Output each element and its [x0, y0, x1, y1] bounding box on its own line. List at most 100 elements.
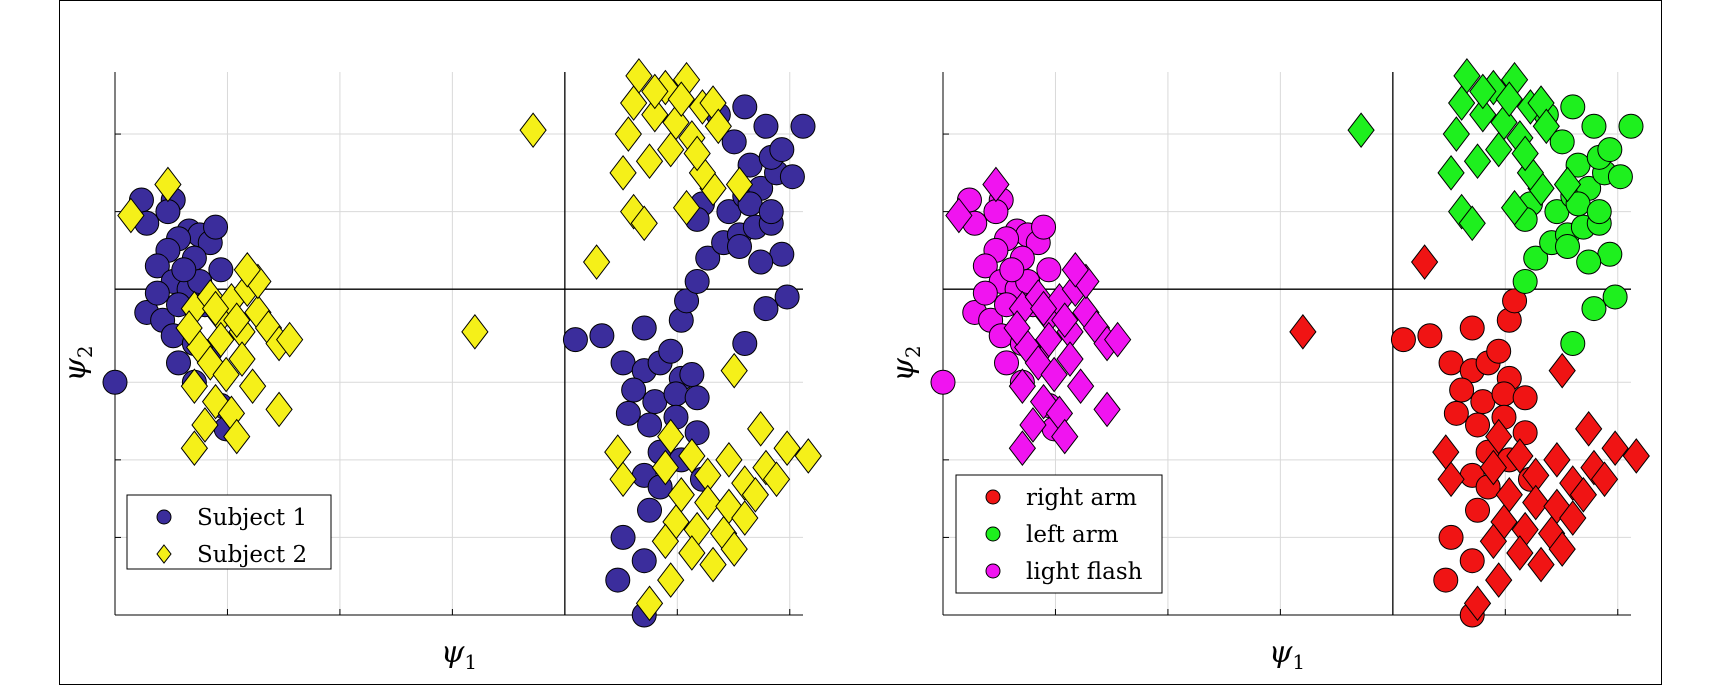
point-left-arm [1560, 331, 1586, 356]
point-left-arm [1549, 129, 1575, 155]
point-subject-1 [166, 350, 192, 376]
point-subject-2-diamond [233, 251, 261, 288]
point-subject-1 [732, 331, 758, 356]
point-left-arm [1602, 284, 1628, 310]
x-axis-label: ψ1 [1269, 635, 1305, 674]
point-subject-1 [684, 268, 710, 294]
point-subject-1 [562, 327, 588, 353]
legend-marker [985, 489, 1001, 505]
point-subject-1 [605, 567, 631, 593]
point-right_arm-diamond [1479, 449, 1508, 486]
point-left-arm [1576, 249, 1602, 275]
point-subject-2-diamond [276, 321, 304, 358]
point-right-arm [1459, 548, 1485, 574]
point-left-arm [1554, 234, 1580, 260]
point-subject-2-diamond [228, 341, 256, 377]
point-subject-2-diamond [154, 166, 182, 203]
point-light_flash-diamond [1104, 321, 1132, 358]
point-subject-2-diamond [762, 461, 791, 498]
data-points [930, 58, 1650, 628]
point-subject-1 [674, 288, 700, 314]
point-subject-2-diamond [191, 407, 219, 443]
point-subject-1 [658, 338, 684, 364]
point-light-flash [972, 280, 998, 306]
point-subject-2-diamond [704, 108, 732, 145]
point-right-arm [1470, 389, 1496, 415]
point-right-arm [1433, 567, 1459, 593]
point-right-arm [1486, 338, 1512, 364]
point-subject-2-diamond [683, 135, 711, 172]
point-subject-1 [203, 214, 229, 240]
point-subject-1 [779, 164, 805, 190]
point-light_flash-diamond [1066, 368, 1095, 404]
point-right-arm [1417, 323, 1443, 349]
point-subject-2-diamond [725, 166, 754, 203]
point-right_arm-diamond [1522, 484, 1550, 521]
legend-label: left arm [1026, 522, 1119, 548]
scatter-panel-conditions: ψ1 ψ2 right arm left arm light flash [886, 58, 1650, 674]
point-subject-2-diamond [720, 531, 748, 567]
point-subject-2-diamond [641, 73, 669, 110]
point-subject-2-diamond [212, 356, 240, 393]
point-subject-1 [589, 323, 615, 349]
point-subject-1 [610, 524, 636, 550]
y-axis-label: ψ2 [58, 345, 97, 381]
point-subject-2-diamond [773, 430, 801, 467]
point-light_flash-diamond [1051, 418, 1079, 455]
point-subject-2-diamond [614, 116, 642, 152]
point-subject-2-diamond [223, 302, 251, 339]
point-subject-2-diamond [672, 189, 701, 226]
point-subject-2-diamond [657, 131, 685, 168]
point-subject-1 [610, 350, 636, 376]
point-subject-2-diamond [620, 85, 648, 121]
point-left-arm [1607, 164, 1633, 190]
point-subject-2-diamond [678, 535, 706, 571]
point-left-arm [1597, 241, 1623, 267]
point-light_flash-diamond [1040, 356, 1068, 393]
point-light-flash [1036, 257, 1062, 283]
point-subject-2-diamond [519, 112, 547, 149]
legend-marker [985, 563, 1001, 579]
legend-label: Subject 2 [197, 542, 307, 568]
legend-label: light flash [1026, 559, 1143, 585]
point-subject-1 [144, 280, 170, 306]
legend-marker [156, 509, 172, 525]
point-left-arm [1581, 296, 1607, 322]
point-subject-1 [721, 129, 747, 155]
point-right_arm-diamond [1485, 418, 1513, 455]
point-subject-2-diamond [609, 155, 637, 191]
point-subject-1 [144, 253, 170, 279]
point-left-arm [1512, 268, 1538, 294]
point-subject-1 [753, 113, 779, 139]
point-light-flash [983, 199, 1009, 225]
point-subject-2-diamond [741, 476, 769, 513]
point-subject-2-diamond [641, 96, 669, 133]
x-axis-label: ψ1 [441, 635, 477, 674]
point-left_arm-diamond [1347, 112, 1375, 149]
legend-label: right arm [1026, 485, 1137, 511]
legend-marker [985, 526, 1001, 542]
point-light_flash-diamond [1061, 251, 1089, 288]
point-right_arm-diamond [1432, 434, 1460, 470]
point-subject-2-diamond [794, 438, 822, 474]
point-right_arm-diamond [1506, 438, 1534, 474]
point-subject-1 [769, 241, 795, 267]
point-subject-2-diamond [667, 476, 695, 513]
point-right_arm-diamond [1463, 585, 1492, 622]
point-subject-2-diamond [635, 585, 664, 622]
point-light_flash-diamond [1019, 407, 1047, 443]
point-light_flash-diamond [1093, 391, 1121, 428]
point-right_arm-diamond [1410, 244, 1439, 280]
point-light_flash-diamond [1029, 290, 1058, 327]
point-light-flash [972, 253, 998, 279]
point-right_arm-diamond [1543, 442, 1571, 478]
point-left_arm-diamond [1469, 96, 1497, 133]
point-right-arm [1459, 315, 1485, 341]
point-subject-1 [774, 284, 800, 310]
point-subject-2-diamond [635, 143, 664, 180]
point-subject-2-diamond [625, 58, 653, 94]
point-right_arm-diamond [1506, 535, 1534, 571]
point-subject-2-diamond [201, 290, 230, 327]
point-left_arm-diamond [1437, 155, 1465, 191]
